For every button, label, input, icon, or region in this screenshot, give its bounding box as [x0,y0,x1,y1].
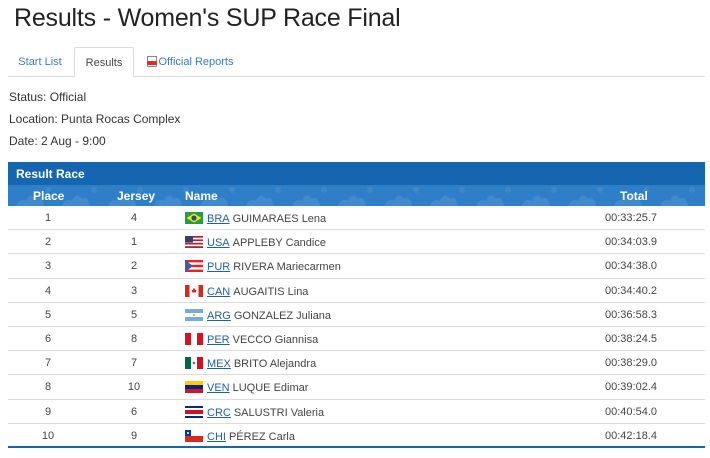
jersey-cell: 4 [130,212,138,224]
name-cell: ARG GONZALEZ Juliana [185,308,332,322]
tab-official-reports-label: Official Reports [158,56,234,68]
total-cell: 00:33:25.7 [605,212,657,224]
table-row: 8 10 VEN LUQUE Edimar 00:39:02.4 [8,375,705,400]
country-link[interactable]: BRA [207,213,230,225]
athlete-name: VECCO Giannisa [232,333,319,346]
country-link[interactable]: CRC [207,406,231,419]
column-jersey[interactable]: Jersey [117,189,156,203]
athlete-name: LUQUE Edimar [232,382,309,395]
column-place[interactable]: Place [33,189,65,203]
total-cell: 00:34:38.0 [605,260,657,273]
total-cell: 00:40:54.0 [605,405,657,418]
place-cell: 4 [44,284,52,297]
jersey-cell: 2 [130,260,138,273]
jersey-cell: 10 [127,381,141,394]
total-cell: 00:38:24.5 [605,332,657,345]
name-cell: MEX BRITO Alejandra [185,357,316,370]
name-cell: PUR RIVERA Mariecarmen [185,260,341,273]
place-cell: 8 [44,381,52,394]
tab-official-reports[interactable]: Official Reports [140,47,240,77]
place-cell: 9 [44,405,52,418]
result-race-header: Result Race [8,162,705,185]
jersey-cell: 6 [130,405,138,418]
place-cell: 10 [41,429,55,442]
flag-pur-icon [185,260,203,273]
athlete-name: SALUSTRI Valeria [233,406,325,419]
table-row: 2 1 USA APPLEBY Candice 00:34:03.9 [8,230,705,255]
country-link[interactable]: USA [207,237,230,250]
flag-ven-icon [185,381,203,394]
country-link[interactable]: MEX [207,358,231,371]
jersey-cell: 7 [130,357,138,370]
country-link[interactable]: PUR [207,261,231,274]
flag-arg-icon [185,308,203,321]
flag-bra-icon [185,212,203,224]
table-row: 7 7 MEX BRITO Alejandra 00:38:29.0 [8,351,705,376]
name-cell: VEN LUQUE Edimar [185,381,308,394]
tab-start-list[interactable]: Start List [18,56,62,68]
flag-crc-icon [185,405,203,418]
country-link[interactable]: PER [207,333,230,346]
column-total[interactable]: Total [620,189,648,203]
place-cell: 2 [44,236,52,249]
results-table: 1 4 BRA GUIMARAES Lena 00:33:25.7 2 1 USA… [8,206,705,448]
athlete-name: BRITO Alejandra [233,358,317,371]
athlete-name: PÉREZ Carla [228,430,295,443]
jersey-cell: 3 [130,284,138,297]
table-row: 5 5 ARG GONZALEZ Juliana 00:36:58.3 [8,303,705,327]
country-link[interactable]: CHI [207,430,226,443]
name-cell: CAN AUGAITIS Lina [185,284,309,298]
place-cell: 7 [44,357,52,370]
table-row: 4 3 CAN AUGAITIS Lina 00:34:40.2 [8,279,705,303]
place-cell: 6 [44,332,52,345]
table-row: 3 2 PUR RIVERA Mariecarmen 00:34:38.0 [8,254,705,279]
jersey-cell: 5 [130,308,138,321]
athlete-name: APPLEBY Candice [232,237,326,250]
country-link[interactable]: ARG [207,309,231,322]
athlete-name: RIVERA Mariecarmen [233,261,341,274]
tab-results[interactable]: Results [74,47,134,78]
flag-usa-icon [185,236,203,249]
flag-can-icon [185,284,203,297]
page-title: Results - Women's SUP Race Final [14,4,401,32]
name-cell: PER VECCO Giannisa [185,332,319,346]
jersey-cell: 8 [130,332,138,345]
athlete-name: GUIMARAES Lena [232,213,327,225]
column-name[interactable]: Name [185,189,218,203]
name-cell: CRC SALUSTRI Valeria [185,405,325,419]
name-cell: CHI PÉREZ Carla [185,429,295,443]
total-cell: 00:38:29.0 [605,357,657,370]
jersey-cell: 9 [130,429,138,442]
place-cell: 5 [44,308,52,321]
location-text: Location: Punta Rocas Complex [9,112,181,126]
place-cell: 1 [44,212,52,224]
country-link[interactable]: VEN [207,382,230,395]
name-cell: USA APPLEBY Candice [185,236,326,249]
place-cell: 3 [44,260,52,273]
total-cell: 00:34:03.9 [605,236,657,249]
flag-chi-icon [185,429,203,442]
athlete-name: AUGAITIS Lina [233,285,309,298]
status-text: Status: Official [9,90,87,104]
name-cell: BRA GUIMARAES Lena [185,212,326,225]
header-pattern [8,185,705,206]
total-cell: 00:39:02.4 [605,381,657,394]
country-link[interactable]: CAN [207,285,231,298]
total-cell: 00:42:18.4 [605,429,657,442]
table-row: 1 4 BRA GUIMARAES Lena 00:33:25.7 [8,206,705,231]
column-header-row: Place Jersey Name Total [8,185,705,206]
table-row: 6 8 PER VECCO Giannisa 00:38:24.5 [8,327,705,352]
flag-mex-icon [185,357,203,370]
table-row: 10 9 CHI PÉREZ Carla 00:42:18.4 [8,424,705,448]
total-cell: 00:34:40.2 [605,284,657,297]
jersey-cell: 1 [130,236,138,249]
flag-per-icon [185,332,203,345]
pdf-icon [146,56,157,67]
table-row: 9 6 CRC SALUSTRI Valeria 00:40:54.0 [8,400,705,424]
date-text: Date: 2 Aug - 9:00 [9,134,106,148]
total-cell: 00:36:58.3 [605,308,657,321]
tab-bar: Start List Results Official Reports [8,47,705,78]
athlete-name: GONZALEZ Juliana [233,309,332,322]
